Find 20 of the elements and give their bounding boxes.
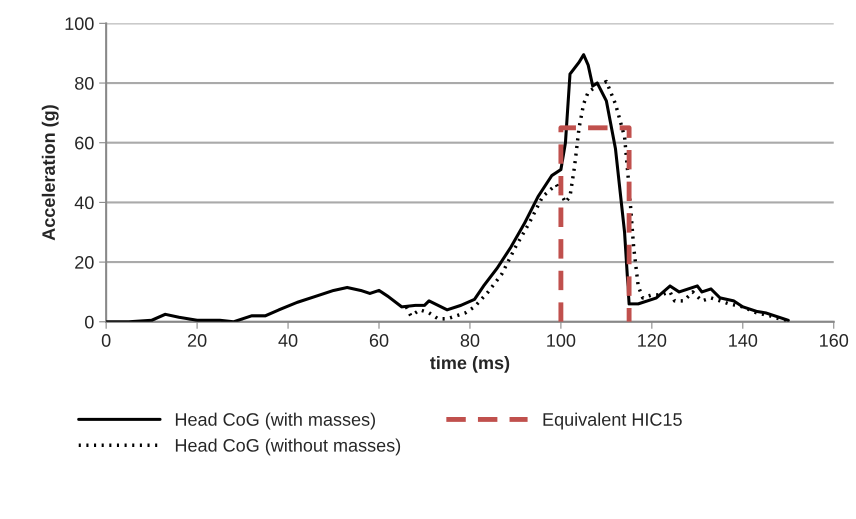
legend-label: Equivalent HIC15 xyxy=(544,412,682,430)
legend-label: Head CoG (without masses) xyxy=(176,438,400,456)
x-tick-label: 80 xyxy=(460,334,480,347)
x-tick-label: 0 xyxy=(102,334,110,347)
y-tick-label: 80 xyxy=(75,76,94,90)
x-axis-title: time (ms) xyxy=(430,356,510,373)
y-tick-label: 20 xyxy=(75,256,94,269)
y-tick-label: 40 xyxy=(74,196,94,210)
x-tick-label: 100 xyxy=(547,334,576,347)
x-tick-label: 60 xyxy=(370,334,388,347)
legend-label: Head CoG (with masses) xyxy=(176,412,375,430)
x-tick-label: 160 xyxy=(820,334,848,347)
y-tick-label: 60 xyxy=(75,136,94,150)
y-tick-label: 100 xyxy=(66,17,94,30)
y-tick-label: 0 xyxy=(85,316,94,328)
y-axis-title: Acceleration (g) xyxy=(42,105,59,240)
x-tick-label: 120 xyxy=(638,334,666,347)
x-tick-label: 40 xyxy=(278,334,298,347)
x-tick-label: 20 xyxy=(188,334,206,347)
x-tick-label: 140 xyxy=(729,334,758,347)
